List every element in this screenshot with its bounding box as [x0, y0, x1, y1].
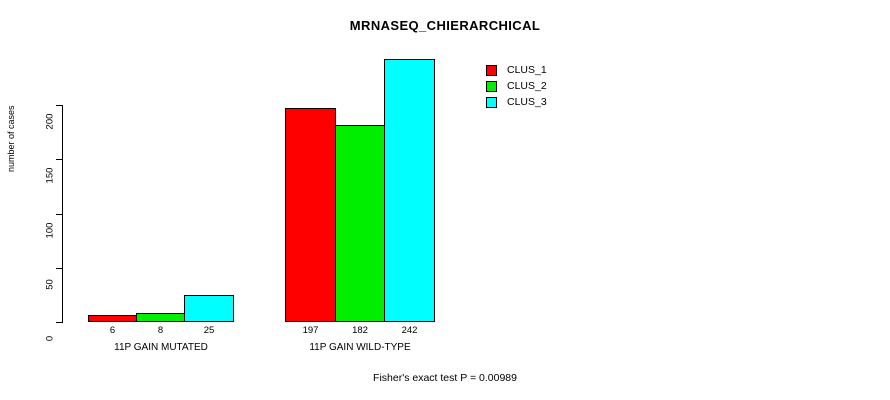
bar-value-group2-clus3: 242: [401, 325, 418, 336]
y-tick-mark-200: [56, 105, 62, 106]
y-tick-label-0: 0: [44, 335, 56, 342]
legend-swatch-icon-clus1: [486, 64, 497, 76]
bar-group1-clus1: [88, 315, 137, 322]
y-tick-label-150: 150: [44, 167, 56, 184]
bar-group1-clus3: [184, 295, 234, 322]
legend-swatch-icon-clus3: [486, 96, 497, 108]
y-tick-mark-100: [56, 214, 62, 215]
bar-value-group1-clus1: 6: [109, 325, 116, 336]
y-tick-label-50: 50: [44, 279, 56, 290]
group-label-mutated: 11P GAIN MUTATED: [114, 342, 208, 353]
legend-label-clus2: CLUS_2: [507, 80, 547, 92]
bar-group2-clus1: [285, 108, 336, 322]
legend-item-clus3[interactable]: CLUS_3: [486, 94, 547, 110]
legend-item-clus2[interactable]: CLUS_2: [486, 78, 547, 94]
chart-legend: CLUS_1 CLUS_2 CLUS_3: [486, 62, 547, 110]
y-tick-label-100: 100: [44, 222, 56, 239]
legend-label-clus1: CLUS_1: [507, 64, 547, 76]
legend-swatch-icon-clus2: [486, 80, 497, 92]
bar-group2-clus2: [335, 125, 385, 322]
bar-value-group2-clus1: 197: [302, 325, 319, 336]
bar-group2-clus3: [384, 59, 435, 322]
bar-value-group1-clus3: 25: [203, 325, 215, 336]
statistical-test-annotation: Fisher's exact test P = 0.00989: [373, 372, 517, 384]
y-axis-label: number of cases: [6, 105, 16, 172]
y-tick-label-200: 200: [44, 113, 56, 130]
bar-value-group2-clus2: 182: [352, 325, 368, 336]
y-tick-mark-150: [56, 159, 62, 160]
bar-value-group1-clus2: 8: [157, 325, 164, 336]
y-tick-mark-50: [56, 268, 62, 269]
y-axis-line: [62, 105, 63, 323]
legend-label-clus3: CLUS_3: [507, 96, 547, 108]
bar-group1-clus2: [136, 313, 185, 322]
group-label-wildtype: 11P GAIN WILD-TYPE: [309, 342, 411, 353]
y-tick-mark-0: [56, 322, 62, 323]
legend-item-clus1[interactable]: CLUS_1: [486, 62, 547, 78]
chart-title: MRNASEQ_CHIERARCHICAL: [349, 18, 541, 33]
